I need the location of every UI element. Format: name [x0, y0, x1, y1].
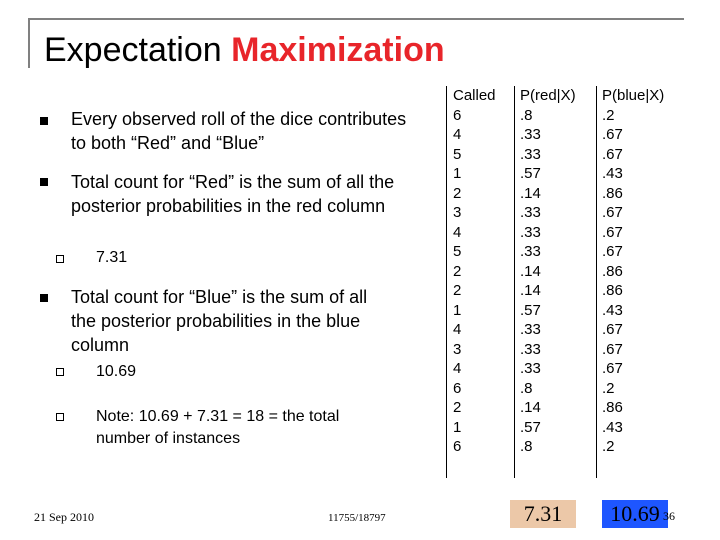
bullet-2: Total count for “Red” is the sum of all … — [71, 172, 395, 216]
table-divider — [514, 86, 515, 478]
table-cell: .2 — [602, 106, 615, 124]
table-cell: .33 — [520, 145, 541, 163]
table-cell: .14 — [520, 282, 541, 299]
table-divider — [596, 86, 597, 478]
table-cell: .43 — [602, 165, 623, 182]
p-red-column: P(red|X) .8 .33 .33 .57 .14 .33 .33 .33 .14 .14 .5… — [520, 86, 582, 457]
p-blue-column: P(blue|X) .2 .67 .67 .43 .86 .67 .67 .67 .86 .86.… — [602, 86, 664, 457]
table-cell: .14 — [520, 262, 541, 280]
table-cell: .2 — [602, 379, 615, 397]
called-column: Called 6 4 5 1 2 3 4 5 2 2 1 4 3 4 6 2 1 6 — [453, 86, 515, 457]
table-cell: .67 — [602, 204, 623, 221]
table-cell: 2 — [453, 399, 462, 416]
column-header: P(red|X) — [520, 87, 576, 104]
table-cell: .33 — [520, 223, 541, 241]
table-cell: .57 — [520, 301, 541, 319]
table-cell: .2 — [602, 438, 615, 455]
table-cell: .86 — [602, 399, 623, 416]
table-cell: .8 — [520, 438, 533, 455]
table-cell: 6 — [453, 106, 462, 124]
table-cell: .33 — [520, 204, 541, 221]
table-cell: 2 — [453, 282, 462, 299]
table-cell: 1 — [453, 301, 462, 319]
sub-bullet-marker — [56, 413, 64, 421]
bullet-3: Total count for “Blue” is the sum of all… — [71, 287, 368, 355]
sub-bullet-blue-total: 10.69 — [96, 363, 137, 380]
bullet-marker — [40, 178, 48, 186]
footer-date: 21 Sep 2010 — [34, 510, 94, 524]
bullet-list: Every observed roll of the dice contribu… — [40, 109, 407, 447]
table-divider — [446, 86, 447, 478]
table-cell: 2 — [453, 262, 462, 280]
table-cell: .86 — [602, 262, 623, 280]
table-cell: .67 — [602, 340, 623, 358]
table-cell: .33 — [520, 360, 541, 377]
table-cell: .33 — [520, 340, 541, 358]
sub-bullet-marker — [56, 255, 64, 263]
table-cell: 5 — [453, 243, 462, 260]
table-cell: .43 — [602, 301, 623, 319]
table-cell: .33 — [520, 126, 541, 143]
table-cell: 4 — [453, 126, 462, 143]
bullet-1: Every observed roll of the dice contribu… — [71, 109, 407, 153]
table-cell: 1 — [453, 165, 462, 182]
red-total-box: 7.31 — [510, 500, 576, 528]
table-cell: .67 — [602, 321, 623, 338]
column-header: P(blue|X) — [602, 87, 665, 104]
table-cell: 2 — [453, 184, 462, 202]
table-cell: .67 — [602, 243, 623, 260]
blue-total-box: 10.69 — [602, 500, 668, 528]
table-cell: .57 — [520, 418, 541, 436]
title-frame — [28, 18, 684, 68]
table-cell: .67 — [602, 126, 623, 143]
title-plain: Expectation — [44, 31, 232, 69]
bullet-marker — [40, 294, 48, 302]
title-accent: Maximization — [231, 31, 445, 69]
table-cell: .57 — [520, 165, 541, 182]
table-cell: 5 — [453, 145, 462, 163]
sub-bullet-red-total: 7.31 — [96, 249, 128, 266]
table-cell: .86 — [602, 184, 623, 202]
table-cell: .67 — [602, 145, 623, 163]
table-cell: .33 — [520, 321, 541, 338]
table-cell: .14 — [520, 399, 541, 416]
table-cell: 6 — [453, 379, 462, 397]
slide-title: Expectation Maximization — [44, 30, 445, 70]
table-cell: 4 — [453, 223, 462, 241]
table-cell: .8 — [520, 379, 533, 397]
sub-bullet-marker — [56, 368, 64, 376]
table-cell: .14 — [520, 184, 541, 202]
table-cell: .33 — [520, 243, 541, 260]
footer-course: 11755/18797 — [328, 512, 386, 524]
page-number: 36 — [663, 509, 675, 523]
table-cell: 1 — [453, 418, 462, 436]
table-cell: .86 — [602, 282, 623, 299]
table-cell: 3 — [453, 204, 462, 221]
table-cell: 4 — [453, 321, 462, 338]
table-cell: 4 — [453, 360, 462, 377]
table-cell: .67 — [602, 360, 623, 377]
table-cell: .67 — [602, 223, 623, 241]
table-cell: .43 — [602, 418, 623, 436]
column-header: Called — [453, 87, 496, 104]
table-cell: .8 — [520, 106, 533, 124]
table-cell: 3 — [453, 340, 462, 358]
bullet-marker — [40, 117, 48, 125]
sub-bullet-note: Note: 10.69 + 7.31 = 18 = the total numb… — [96, 408, 340, 447]
table-cell: 6 — [453, 438, 462, 455]
